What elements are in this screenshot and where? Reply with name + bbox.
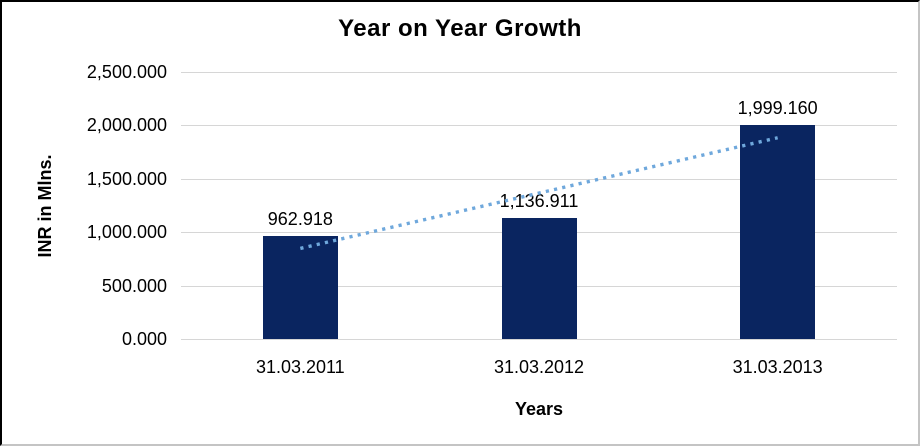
bar <box>501 217 577 339</box>
data-label: 1,136.911 <box>499 190 579 211</box>
bar <box>262 236 338 339</box>
y-axis-tick-label: 0.000 <box>121 329 167 349</box>
y-axis-tick-label: 2,000.000 <box>86 115 167 136</box>
y-axis-tick-label: 1,000.000 <box>86 222 167 243</box>
bar <box>740 125 816 339</box>
data-label: 962.918 <box>267 209 333 230</box>
x-axis-tick-label: 31.03.2013 <box>732 357 823 377</box>
data-label: 1,999.160 <box>737 98 818 119</box>
gridline <box>181 125 897 127</box>
x-axis-title: Years <box>514 399 564 419</box>
y-axis-tick-label: 500.000 <box>101 275 167 296</box>
chart-title: Year on Year Growth <box>338 15 582 42</box>
y-axis-tick-label: 2,500.000 <box>86 62 167 82</box>
gridline <box>181 72 897 73</box>
y-axis-tick-label: 1,500.000 <box>86 168 167 189</box>
x-axis-tick-label: 31.03.2012 <box>493 357 585 377</box>
gridline <box>181 339 897 340</box>
x-axis-tick-label: 31.03.2011 <box>255 357 345 377</box>
